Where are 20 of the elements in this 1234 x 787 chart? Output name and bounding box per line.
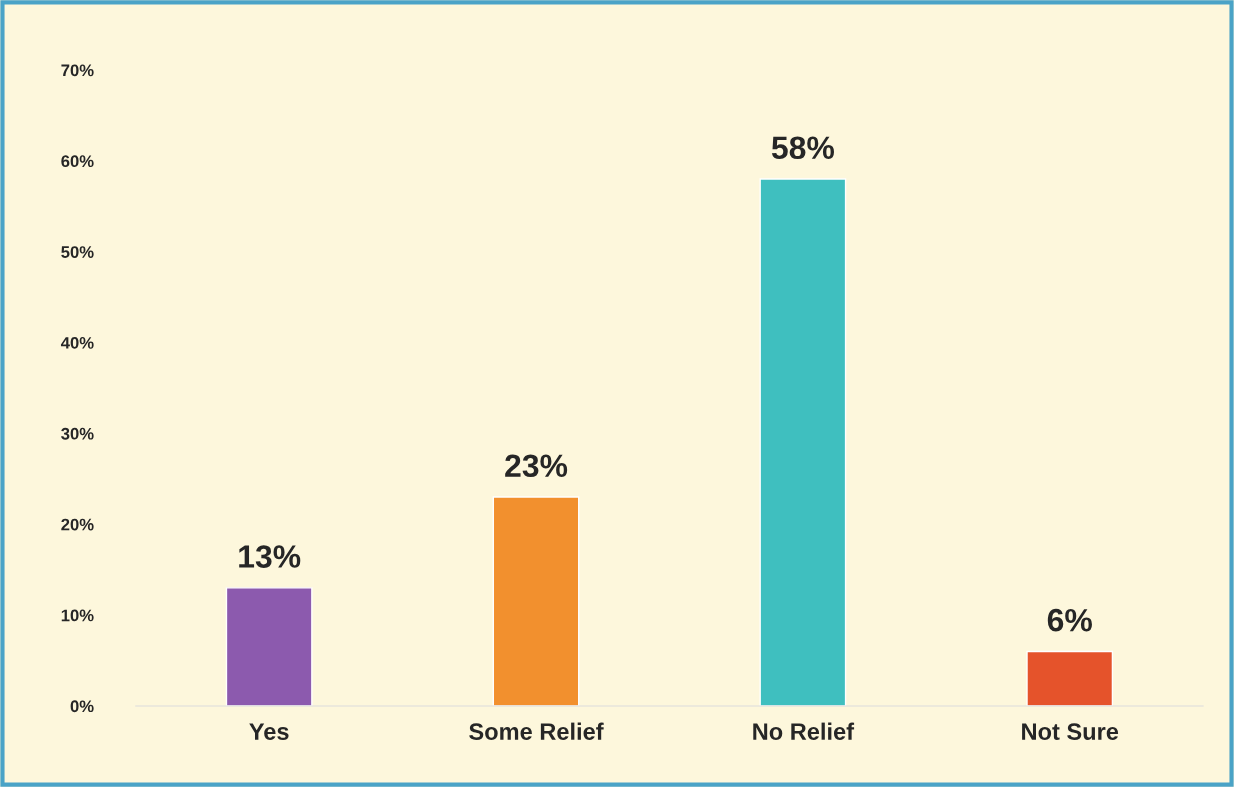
data-label: 6% [1047,608,1092,632]
y-tick-label: 50% [61,246,94,258]
y-tick-label: 70% [61,64,94,77]
x-tick-label: No Relief [753,722,855,740]
bar [225,587,313,706]
y-tick-label: 20% [61,518,94,531]
data-label: 58% [771,136,834,160]
bar [1026,650,1114,706]
data-label: 13% [239,545,301,568]
x-tick-label: Some Relief [469,722,604,740]
x-tick-label: Not Sure [1022,723,1119,740]
y-tick-label: 30% [61,427,94,440]
bar [492,496,580,706]
y-tick-label: 40% [60,336,94,349]
x-tick-label: Yes [249,723,289,740]
y-tick-label: 0% [70,700,94,713]
bar [759,178,847,706]
y-tick-label: 10% [61,609,94,622]
y-tick-label: 60% [61,155,94,168]
data-label: 23% [505,454,568,478]
